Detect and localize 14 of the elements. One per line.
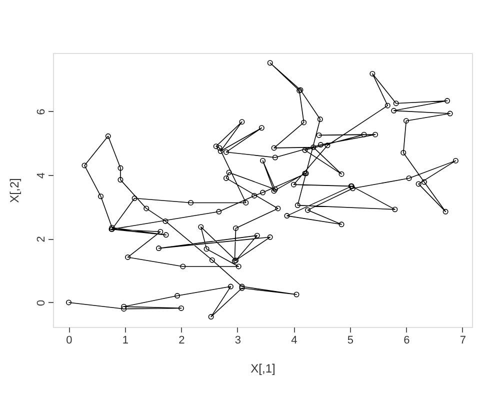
x-axis-title: X[,1] — [250, 362, 276, 376]
x-tick-label: 1 — [122, 334, 129, 346]
y-tick-label: 6 — [36, 108, 48, 115]
x-tick-label: 2 — [178, 334, 185, 346]
x-tick-label: 3 — [234, 334, 242, 346]
y-tick-label: 0 — [36, 300, 48, 306]
x-tick-label: 0 — [66, 334, 72, 346]
x-tick-label: 4 — [291, 334, 298, 346]
x-tick-label: 6 — [404, 334, 410, 346]
x-tick-label: 5 — [347, 334, 354, 346]
y-tick-label: 2 — [36, 236, 48, 242]
y-tick-label: 4 — [36, 172, 48, 179]
y-axis-title: X[,2] — [8, 178, 22, 203]
x-tick-label: 7 — [460, 334, 466, 346]
